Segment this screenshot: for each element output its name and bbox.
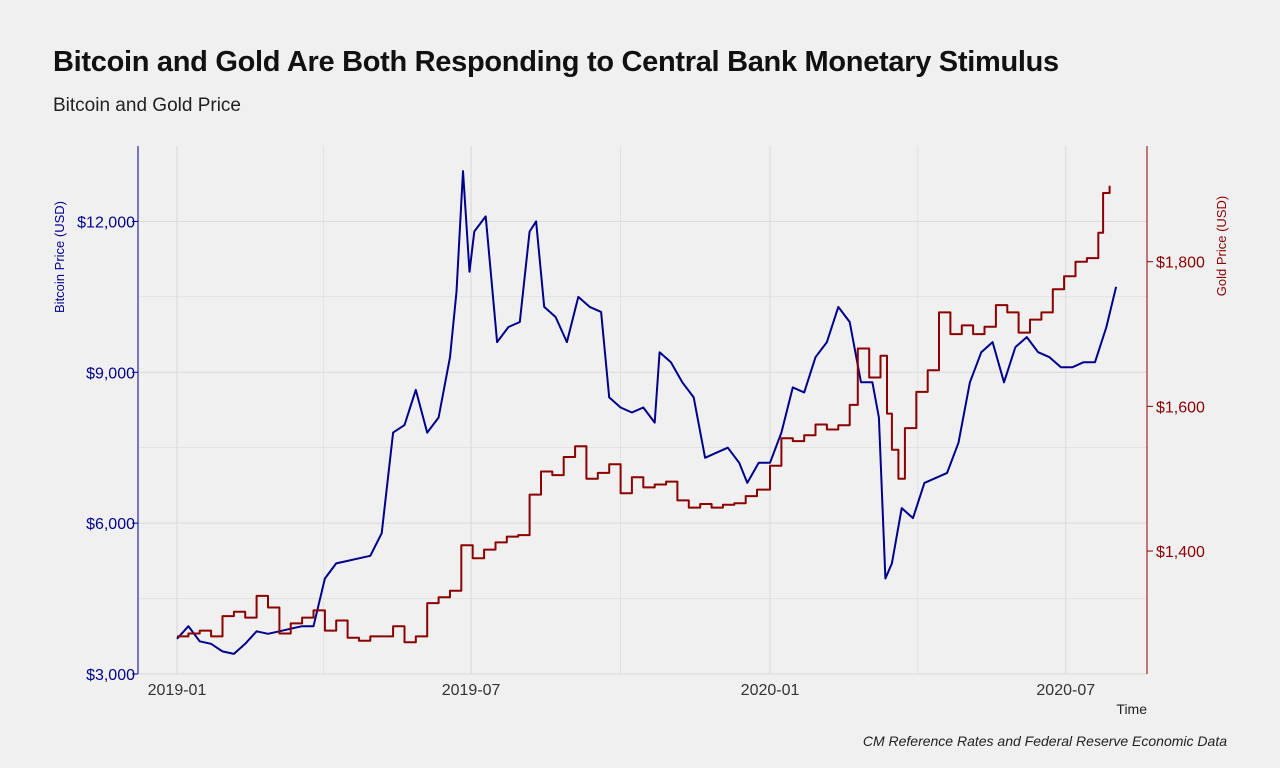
right-tick-label: $1,800	[1156, 255, 1205, 272]
bitcoin-price-line	[176, 170, 1118, 655]
left-tick-label: $9,000	[86, 365, 135, 382]
right-tick-label: $1,400	[1156, 544, 1205, 561]
chart-title: Bitcoin and Gold Are Both Responding to …	[53, 46, 1059, 78]
axis-labels: 2019-01 2019-07 2020-01 2020-07 $3,000 $6,000…	[52, 196, 1229, 717]
x-tick-label: 2020-01	[741, 682, 800, 699]
left-tick-label: $6,000	[86, 516, 135, 533]
source-caption: CM Reference Rates and Federal Reserve E…	[862, 733, 1227, 749]
x-tick-label: 2020-07	[1036, 682, 1095, 699]
x-tick-label: 2019-07	[442, 682, 501, 699]
axes	[132, 146, 1153, 675]
gold-price-line	[177, 185, 1111, 644]
chart-subtitle: Bitcoin and Gold Price	[53, 95, 241, 116]
x-tick-label: 2019-01	[148, 682, 207, 699]
right-tick-label: $1,600	[1156, 399, 1205, 416]
left-tick-label: $3,000	[86, 667, 135, 684]
right-axis-title: Gold Price (USD)	[1214, 196, 1229, 296]
left-axis-title: Bitcoin Price (USD)	[52, 201, 67, 313]
grid-lines	[138, 146, 1147, 675]
series-lines	[176, 170, 1118, 655]
left-tick-label: $12,000	[77, 214, 135, 231]
x-axis-title: Time	[1116, 701, 1147, 717]
